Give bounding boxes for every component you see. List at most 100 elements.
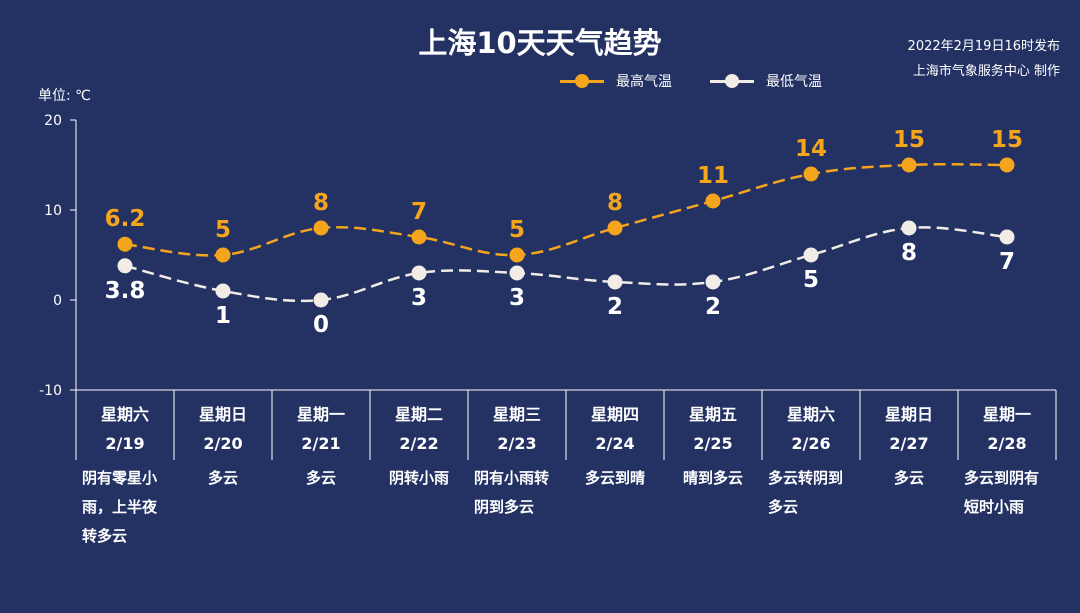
- date-label: 2/20: [203, 434, 243, 453]
- data-label-high: 5: [509, 217, 525, 243]
- y-tick-label: 20: [44, 113, 62, 129]
- data-label-low: 2: [705, 294, 721, 320]
- data-point-high: [999, 157, 1015, 173]
- data-label-low: 5: [803, 267, 819, 293]
- data-label-low: 2: [607, 294, 623, 320]
- series-line-low: [124, 226, 1008, 303]
- data-label-low: 8: [901, 240, 917, 266]
- data-label-high: 8: [313, 190, 329, 216]
- data-point-low: [607, 274, 623, 290]
- day-header: 星期四 2/24: [566, 390, 664, 460]
- publish-date: 2022年2月19日16时发布: [907, 39, 1060, 54]
- day-header: 星期一 2/28: [958, 390, 1056, 460]
- day-header: 星期六 2/26: [762, 390, 860, 460]
- data-point-low: [411, 265, 427, 281]
- data-label-high: 6.2: [105, 206, 146, 232]
- legend-marker-low: [710, 70, 754, 92]
- weather-line: 阴有小雨转: [474, 469, 550, 487]
- data-label-low: 0: [313, 312, 329, 338]
- legend-label-low: 最低气温: [766, 74, 822, 90]
- weekday-label: 星期六: [100, 405, 149, 424]
- day-header: 星期六 2/19: [76, 390, 174, 460]
- weather-line: 多云: [893, 469, 924, 487]
- data-label-high: 11: [697, 163, 729, 189]
- weather-line: 阴有零星小: [82, 469, 158, 487]
- data-point-high: [509, 247, 525, 263]
- data-label-high: 15: [991, 127, 1023, 153]
- y-tick-label: 10: [44, 203, 62, 219]
- series-line-high: [124, 163, 1008, 257]
- weather-line: 多云到阴有: [964, 469, 1040, 487]
- weekday-label: 星期五: [688, 405, 737, 424]
- data-point-low: [509, 265, 525, 281]
- legend-label-high: 最高气温: [616, 74, 672, 90]
- weather-description: 多云: [174, 464, 272, 493]
- date-label: 2/19: [105, 434, 145, 453]
- weather-description: 多云到阴有 短时小雨: [958, 464, 1056, 522]
- weather-line: 多云转阴到: [768, 469, 844, 487]
- date-label: 2/25: [693, 434, 733, 453]
- weekday-label: 星期六: [786, 405, 835, 424]
- day-header: 星期五 2/25: [664, 390, 762, 460]
- y-tick-label: 0: [53, 293, 62, 309]
- weather-line: 多云: [305, 469, 336, 487]
- publish-info: 2022年2月19日16时发布 上海市气象服务中心 制作: [908, 34, 1060, 84]
- weather-description: 晴到多云: [664, 464, 762, 493]
- weekday-label: 星期三: [492, 405, 541, 424]
- weather-line: 多云: [207, 469, 238, 487]
- data-label-high: 7: [411, 199, 427, 225]
- weekday-label: 星期四: [590, 405, 639, 424]
- weather-line: 多云到晴: [584, 469, 645, 487]
- day-header: 星期三 2/23: [468, 390, 566, 460]
- data-point-low: [999, 229, 1015, 245]
- publisher: 上海市气象服务中心 制作: [912, 64, 1060, 79]
- day-header: 星期日 2/20: [174, 390, 272, 460]
- weather-line: 多云: [768, 498, 799, 516]
- data-label-high: 15: [893, 127, 925, 153]
- data-point-low: [117, 258, 133, 274]
- data-point-high: [607, 220, 623, 236]
- data-point-high: [705, 193, 721, 209]
- day-header: 星期一 2/21: [272, 390, 370, 460]
- data-point-high: [901, 157, 917, 173]
- data-label-low: 7: [999, 249, 1015, 275]
- legend-item-low: 最低气温: [710, 70, 822, 92]
- date-label: 2/26: [791, 434, 831, 453]
- data-point-low: [705, 274, 721, 290]
- date-label: 2/27: [889, 434, 929, 453]
- weather-line: 雨，上半夜: [82, 498, 158, 516]
- date-label: 2/22: [399, 434, 439, 453]
- data-label-low: 3: [509, 285, 525, 311]
- data-label-low: 3: [411, 285, 427, 311]
- weekday-label: 星期一: [296, 405, 345, 424]
- weather-description: 阴有小雨转 阴到多云: [468, 464, 566, 522]
- weather-line: 阴到多云: [474, 498, 535, 516]
- weather-line: 转多云: [82, 527, 128, 545]
- legend-item-high: 最高气温: [560, 70, 672, 92]
- data-label-high: 8: [607, 190, 623, 216]
- weekday-label: 星期日: [198, 405, 247, 424]
- day-header: 星期日 2/27: [860, 390, 958, 460]
- weather-description: 阴有零星小雨，上半夜转多云: [76, 464, 174, 551]
- weather-description: 多云: [860, 464, 958, 493]
- data-point-low: [313, 292, 329, 308]
- data-point-low: [901, 220, 917, 236]
- data-point-high: [117, 236, 133, 252]
- weather-description: 多云转阴到 多云: [762, 464, 860, 522]
- weekday-label: 星期一: [982, 405, 1031, 424]
- data-label-high: 14: [795, 136, 827, 162]
- weather-description: 阴转小雨: [370, 464, 468, 493]
- weather-description: 多云: [272, 464, 370, 493]
- data-label-low: 3.8: [105, 278, 146, 304]
- day-header: 星期二 2/22: [370, 390, 468, 460]
- y-tick-label: -10: [39, 383, 62, 399]
- weather-line: 阴转小雨: [388, 469, 449, 487]
- data-point-high: [411, 229, 427, 245]
- weekday-label: 星期日: [884, 405, 933, 424]
- date-label: 2/23: [497, 434, 537, 453]
- y-axis-unit-label: 单位: ℃: [38, 88, 91, 104]
- data-point-low: [803, 247, 819, 263]
- data-point-high: [313, 220, 329, 236]
- legend-marker-high: [560, 70, 604, 92]
- data-label-low: 1: [215, 303, 231, 329]
